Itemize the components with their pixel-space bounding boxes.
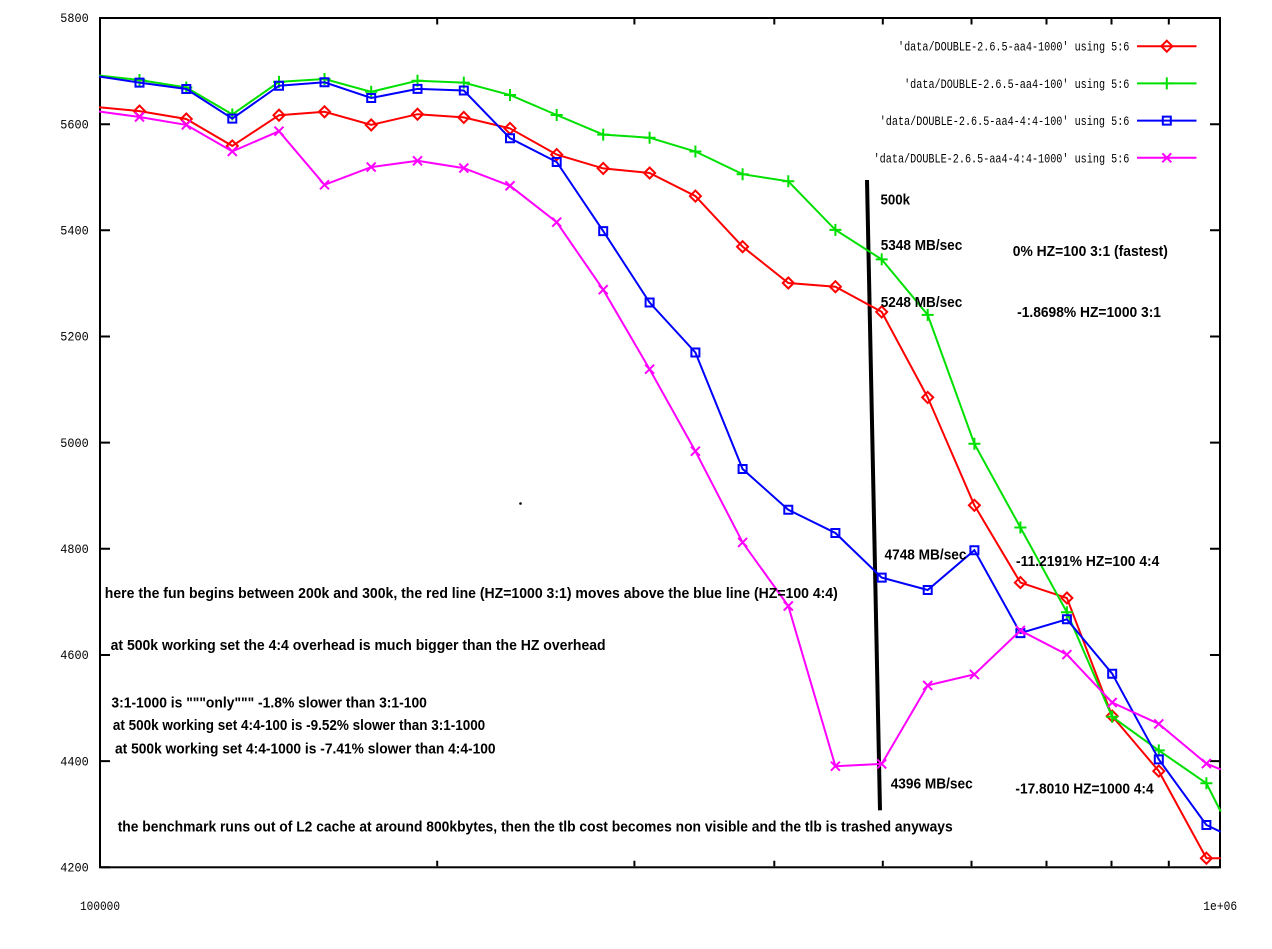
svg-text:-17.8010 HZ=1000 4:4: -17.8010 HZ=1000 4:4 [1015,780,1154,797]
svg-text:'data/DOUBLE-2.6.5-aa4-4:4-100: 'data/DOUBLE-2.6.5-aa4-4:4-1000' using 5… [874,151,1130,166]
svg-text:-1.8698% HZ=1000 3:1: -1.8698% HZ=1000 3:1 [1017,304,1161,321]
svg-text:5600: 5600 [60,117,88,132]
svg-text:100000: 100000 [80,899,120,914]
svg-text:the benchmark runs out of L2 c: the benchmark runs out of L2 cache at ar… [118,819,953,836]
svg-text:500k: 500k [881,191,911,208]
svg-text:4800: 4800 [60,542,88,557]
svg-text:0% HZ=100 3:1 (fastest): 0% HZ=100 3:1 (fastest) [1013,243,1168,260]
svg-text:at 500k working set 4:4-1000 i: at 500k working set 4:4-1000 is -7.41% s… [115,741,496,758]
svg-text:5348 MB/sec: 5348 MB/sec [881,237,963,254]
svg-text:4396 MB/sec: 4396 MB/sec [891,776,973,793]
svg-text:5000: 5000 [60,436,88,451]
svg-text:4400: 4400 [60,754,88,769]
svg-text:1e+06: 1e+06 [1203,899,1237,914]
svg-text:'data/DOUBLE-2.6.5-aa4-4:4-100: 'data/DOUBLE-2.6.5-aa4-4:4-100' using 5:… [880,114,1130,129]
svg-text:4600: 4600 [60,648,88,663]
svg-text:-11.2191% HZ=100 4:4: -11.2191% HZ=100 4:4 [1016,553,1160,570]
svg-text:'data/DOUBLE-2.6.5-aa4-1000' u: 'data/DOUBLE-2.6.5-aa4-1000' using 5:6 [898,40,1129,55]
svg-text:4748 MB/sec: 4748 MB/sec [885,546,967,563]
svg-text:4200: 4200 [60,861,88,876]
svg-text:at 500k working set 4:4-100 is: at 500k working set 4:4-100 is -9.52% sl… [113,717,485,734]
svg-text:'data/DOUBLE-2.6.5-aa4-100' us: 'data/DOUBLE-2.6.5-aa4-100' using 5:6 [904,77,1129,92]
svg-text:5400: 5400 [60,224,88,239]
svg-text:5248 MB/sec: 5248 MB/sec [881,294,963,311]
svg-text:5800: 5800 [60,11,88,26]
svg-text:at 500k working set the 4:4 ov: at 500k working set the 4:4 overhead is … [111,637,606,654]
svg-text:3:1-1000 is """only""" -1.8% s: 3:1-1000 is """only""" -1.8% slower than… [111,695,427,712]
svg-text:5200: 5200 [60,330,88,345]
svg-text:here the fun begins between 20: here the fun begins between 200k and 300… [105,585,838,602]
